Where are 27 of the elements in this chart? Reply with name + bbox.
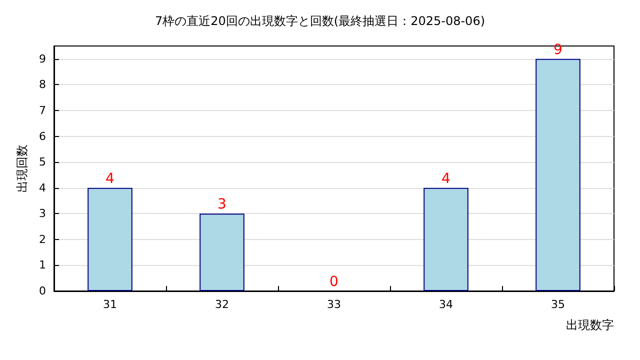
bar	[200, 214, 244, 291]
y-tick-label: 9	[39, 52, 46, 66]
data-label: 9	[554, 42, 562, 58]
y-tick-label: 8	[39, 78, 46, 92]
data-label: 4	[442, 170, 451, 187]
bar	[536, 58, 580, 291]
x-tick-label: 33	[327, 298, 341, 311]
x-tick-label: 31	[103, 298, 117, 311]
y-tick-label: 1	[39, 258, 46, 272]
data-label: 3	[218, 196, 226, 213]
y-axis-title: 出現回数	[15, 144, 29, 192]
x-tick-label: 34	[439, 298, 453, 311]
data-label: 4	[106, 170, 115, 187]
data-label: 0	[330, 274, 338, 290]
y-tick-label: 3	[39, 207, 46, 220]
bar	[88, 188, 132, 291]
chart-title: 7枠の直近20回の出現数字と回数(最終抽選日：2025-08-06)	[154, 14, 486, 28]
bar	[424, 188, 468, 291]
y-tick-label: 4	[39, 181, 46, 194]
y-tick-label: 2	[39, 232, 46, 246]
y-tick-label: 0	[39, 284, 46, 298]
x-tick-label: 32	[215, 298, 229, 311]
y-tick-label: 5	[39, 156, 46, 169]
y-tick-label: 6	[39, 130, 46, 143]
y-tick-label: 7	[39, 104, 46, 117]
x-tick-label: 35	[551, 298, 565, 311]
x-axis-title: 出現数字	[566, 318, 614, 332]
